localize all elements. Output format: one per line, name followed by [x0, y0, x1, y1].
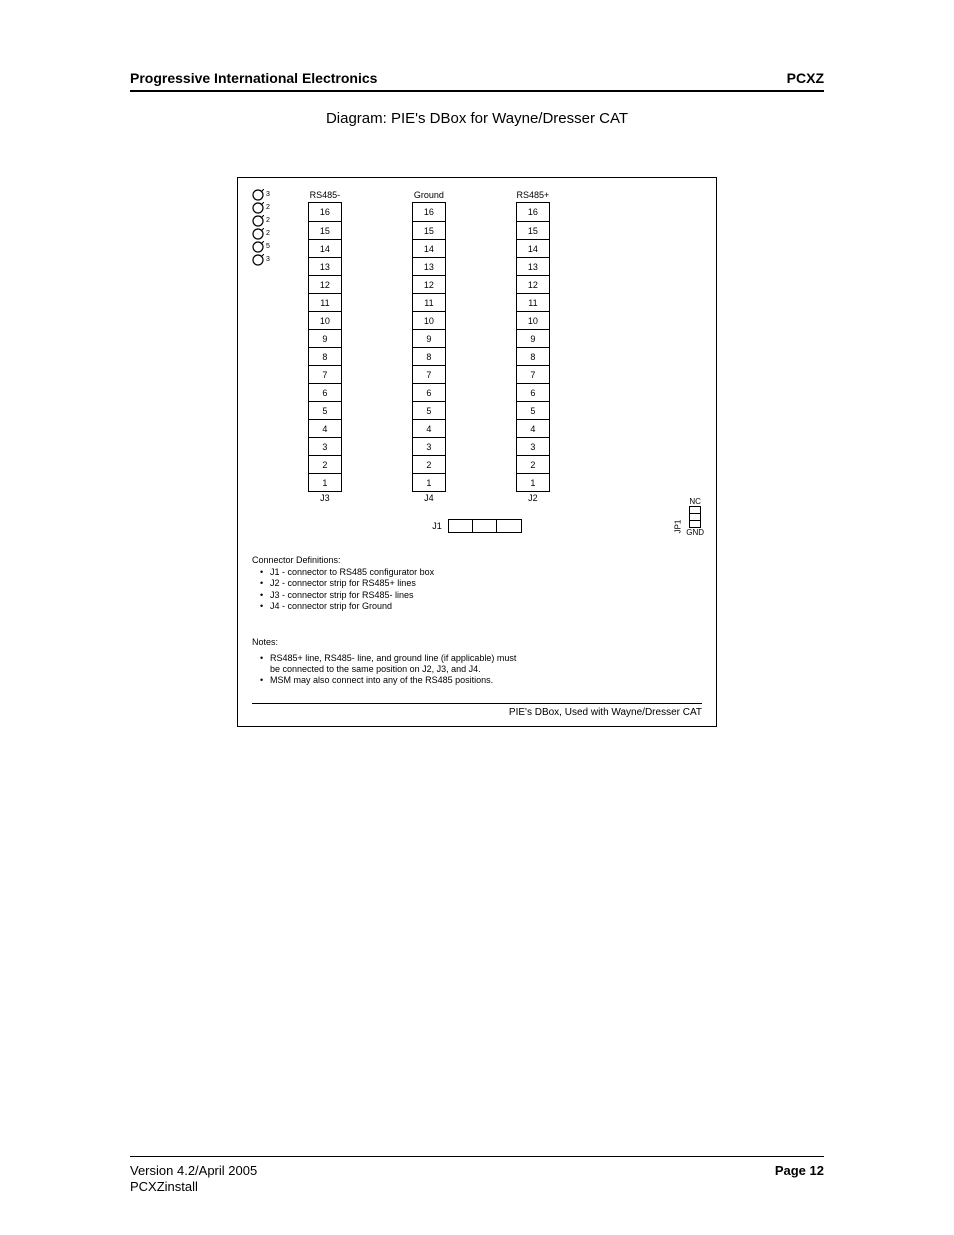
connector-pin: 11 — [309, 293, 341, 311]
def-item: J4 - connector strip for Ground — [270, 601, 702, 611]
j1-label: J1 — [432, 521, 442, 531]
connector-pin: 1 — [517, 473, 549, 491]
connector-label: J2 — [528, 493, 538, 503]
connector-pin: 5 — [517, 401, 549, 419]
connector-pin: 2 — [413, 455, 445, 473]
connector-pin: 8 — [413, 347, 445, 365]
connector-strip: 16151413121110987654321 — [516, 202, 550, 492]
connector-pin: 16 — [413, 203, 445, 221]
connector-label: J4 — [424, 493, 434, 503]
connector-pin: 14 — [517, 239, 549, 257]
footer-doc: PCXZinstall — [130, 1179, 257, 1195]
j1-row: J1 NC JP1 GND — [252, 519, 702, 533]
connector-pin: 4 — [309, 419, 341, 437]
footer-version: Version 4.2/April 2005 — [130, 1163, 257, 1179]
connector-pin: 8 — [517, 347, 549, 365]
connector-pin: 16 — [517, 203, 549, 221]
connector-pin: 10 — [517, 311, 549, 329]
j1-connector — [448, 519, 522, 533]
notes-title: Notes: — [252, 637, 702, 647]
connector-pin: 3 — [413, 437, 445, 455]
connector-pin: 4 — [413, 419, 445, 437]
notes-section: Notes: RS485+ line, RS485- line, and gro… — [252, 637, 702, 685]
header-left: Progressive International Electronics — [130, 70, 377, 86]
connector-strip: 16151413121110987654321 — [308, 202, 342, 492]
connector-col-j4: Ground 16151413121110987654321 J4 — [412, 190, 446, 503]
jp1-side-label: JP1 — [674, 520, 683, 534]
note-item: MSM may also connect into any of the RS4… — [270, 675, 520, 685]
note-item: RS485+ line, RS485- line, and ground lin… — [270, 653, 520, 674]
connector-pin: 14 — [413, 239, 445, 257]
connector-pin: 5 — [309, 401, 341, 419]
connector-pin: 11 — [517, 293, 549, 311]
connector-heading: RS485+ — [517, 190, 550, 200]
indicator: 3 — [252, 188, 270, 201]
footer-page: Page 12 — [775, 1163, 824, 1196]
connector-pin: 9 — [309, 329, 341, 347]
connector-pin: 7 — [517, 365, 549, 383]
connector-area: RS485- 16151413121110987654321 J3 Ground… — [308, 190, 550, 503]
connector-pin: 5 — [413, 401, 445, 419]
connector-pin: 2 — [309, 455, 341, 473]
connector-pin: 9 — [517, 329, 549, 347]
diagram-box: 3 2 2 2 5 — [237, 177, 717, 727]
connector-pin: 7 — [413, 365, 445, 383]
connector-heading: Ground — [414, 190, 444, 200]
connector-heading: RS485- — [310, 190, 341, 200]
jp1-group: NC JP1 GND — [686, 497, 704, 537]
connector-pin: 8 — [309, 347, 341, 365]
connector-pin: 13 — [413, 257, 445, 275]
connector-pin: 6 — [309, 383, 341, 401]
connector-pin: 6 — [413, 383, 445, 401]
connector-pin: 6 — [517, 383, 549, 401]
indicator: 3 — [252, 253, 270, 266]
diagram-box-footer: PIE's DBox, Used with Wayne/Dresser CAT — [252, 703, 702, 718]
connector-strip: 16151413121110987654321 — [412, 202, 446, 492]
jp1-nc-label: NC — [689, 497, 701, 506]
defs-title: Connector Definitions: — [252, 555, 702, 565]
connector-label: J3 — [320, 493, 330, 503]
connector-pin: 1 — [413, 473, 445, 491]
indicator-column: 3 2 2 2 5 — [252, 188, 270, 266]
connector-pin: 15 — [517, 221, 549, 239]
page-header: Progressive International Electronics PC… — [130, 70, 824, 92]
connector-pin: 11 — [413, 293, 445, 311]
connector-pin: 15 — [309, 221, 341, 239]
indicator: 5 — [252, 240, 270, 253]
indicator: 2 — [252, 201, 270, 214]
connector-pin: 3 — [309, 437, 341, 455]
page-footer: Version 4.2/April 2005 PCXZinstall Page … — [130, 1156, 824, 1196]
connector-pin: 12 — [309, 275, 341, 293]
connector-pin: 16 — [309, 203, 341, 221]
jp1-connector — [689, 506, 701, 528]
connector-pin: 13 — [309, 257, 341, 275]
connector-pin: 12 — [413, 275, 445, 293]
connector-pin: 4 — [517, 419, 549, 437]
connector-pin: 7 — [309, 365, 341, 383]
connector-pin: 10 — [309, 311, 341, 329]
connector-pin: 12 — [517, 275, 549, 293]
def-item: J2 - connector strip for RS485+ lines — [270, 578, 702, 588]
connector-definitions: Connector Definitions: J1 - connector to… — [252, 555, 702, 611]
connector-pin: 3 — [517, 437, 549, 455]
connector-pin: 2 — [517, 455, 549, 473]
connector-col-j2: RS485+ 16151413121110987654321 J2 — [516, 190, 550, 503]
connector-pin: 1 — [309, 473, 341, 491]
connector-pin: 10 — [413, 311, 445, 329]
connector-col-j3: RS485- 16151413121110987654321 J3 — [308, 190, 342, 503]
connector-pin: 13 — [517, 257, 549, 275]
connector-pin: 15 — [413, 221, 445, 239]
header-right: PCXZ — [787, 70, 824, 86]
indicator: 2 — [252, 227, 270, 240]
connector-pin: 14 — [309, 239, 341, 257]
def-item: J1 - connector to RS485 configurator box — [270, 567, 702, 577]
indicator: 2 — [252, 214, 270, 227]
def-item: J3 - connector strip for RS485- lines — [270, 590, 702, 600]
connector-pin: 9 — [413, 329, 445, 347]
jp1-gnd-label: GND — [686, 528, 704, 537]
diagram-title: Diagram: PIE's DBox for Wayne/Dresser CA… — [130, 110, 824, 127]
